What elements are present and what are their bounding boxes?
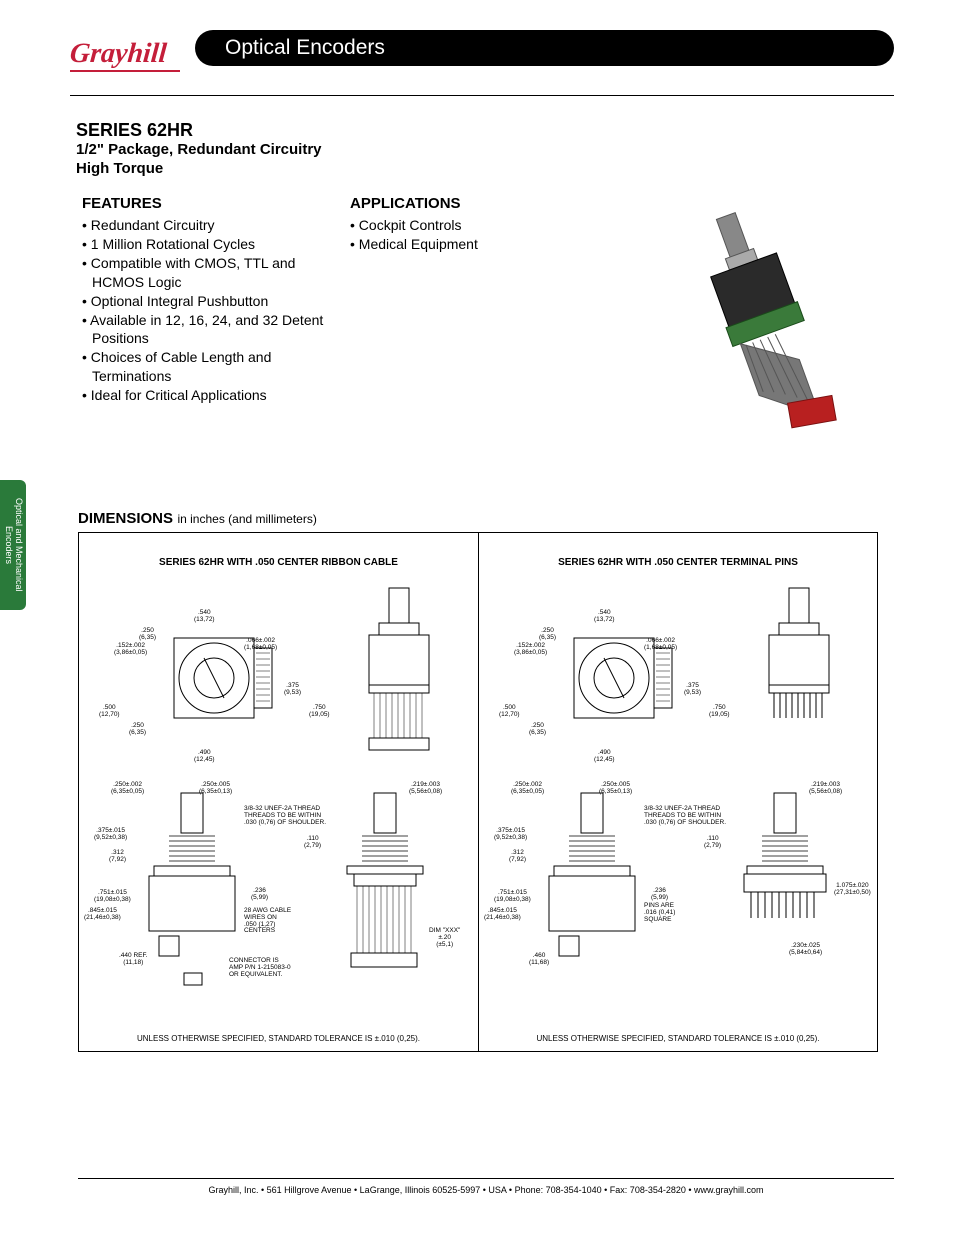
dim-label: .750(19,05) (709, 705, 730, 719)
dim-label: .440 REF.(11,18) (119, 953, 148, 967)
dim-label: .490(12,45) (194, 750, 215, 764)
dim-label: .066±.002(1,68±0,05) (244, 638, 277, 652)
dim-label: .375(9,53) (684, 683, 701, 697)
features-block: FEATURES Redundant Circuitry 1 Million R… (82, 195, 337, 405)
dim-label: .250±.005(6,35±0,13) (599, 782, 632, 796)
side-tab-line2: Encoders (4, 526, 14, 564)
applications-block: APPLICATIONS Cockpit Controls Medical Eq… (350, 195, 570, 254)
dim-label: 3/8-32 UNEF-2A THREADTHREADS TO BE WITHI… (644, 806, 726, 826)
dim-right-panel: SERIES 62HR WITH .050 CENTER TERMINAL PI… (478, 533, 877, 1051)
feature-item: Choices of Cable Length and Terminations (82, 348, 337, 384)
dim-label: .152±.002(3,86±0,05) (514, 643, 547, 657)
feature-item: Redundant Circuitry (82, 216, 337, 234)
series-subtitle-2: High Torque (76, 160, 426, 179)
dimensions-sub: in inches (and millimeters) (177, 512, 316, 526)
series-block: SERIES 62HR 1/2" Package, Redundant Circ… (76, 120, 426, 179)
brand-logo: Grayhill (69, 38, 168, 70)
feature-item: Optional Integral Pushbutton (82, 292, 337, 310)
feature-item: Ideal for Critical Applications (82, 386, 337, 404)
features-list: Redundant Circuitry 1 Million Rotational… (82, 216, 337, 404)
dim-label: 1.075±.020(27,31±0,50) (834, 883, 871, 897)
schematic-lower-right: .250±.002(6,35±0,05) .250±.005(6,35±0,13… (489, 778, 867, 1008)
dim-label: .250±.002(6,35±0,05) (111, 782, 144, 796)
dim-label: PINS ARE.016 (0,41)SQUARE (644, 903, 675, 923)
dim-label: .250(6,35) (539, 628, 556, 642)
dim-label: .219±.003(5,56±0,08) (809, 782, 842, 796)
dim-label: .845±.015(21,46±0,38) (484, 908, 521, 922)
dim-label: .751±.015(19,08±0,38) (94, 890, 131, 904)
footer: Grayhill, Inc. • 561 Hillgrove Avenue • … (78, 1178, 894, 1195)
category-header-bar: Optical Encoders (195, 30, 894, 66)
side-tab: Optical and Mechanical Encoders (0, 480, 26, 610)
dimensions-heading: DIMENSIONS (78, 510, 173, 527)
applications-heading: APPLICATIONS (350, 195, 570, 212)
dim-left-panel: SERIES 62HR WITH .050 CENTER RIBBON CABL… (79, 533, 478, 1051)
dim-label: .490(12,45) (594, 750, 615, 764)
feature-item: 1 Million Rotational Cycles (82, 235, 337, 253)
dim-label: .500(12,70) (499, 705, 520, 719)
dim-label: .219±.003(5,56±0,08) (409, 782, 442, 796)
dim-label: .152±.002(3,86±0,05) (114, 643, 147, 657)
header-divider (70, 95, 894, 96)
dim-label: CONNECTOR ISAMP P/N 1-215083-0OR EQUIVAL… (229, 958, 291, 978)
schematic-lower-left: .250±.002(6,35±0,05) .250±.005(6,35±0,13… (89, 778, 468, 1008)
product-image (630, 200, 890, 450)
dim-label: .460(11,68) (529, 953, 549, 967)
dim-label: .250(6,35) (529, 723, 546, 737)
series-subtitle-1: 1/2" Package, Redundant Circuitry (76, 141, 426, 160)
dim-label: .845±.015(21,46±0,38) (84, 908, 121, 922)
feature-item: Compatible with CMOS, TTL and HCMOS Logi… (82, 254, 337, 290)
dim-label: .750(19,05) (309, 705, 330, 719)
dim-label: 3/8-32 UNEF-2A THREADTHREADS TO BE WITHI… (244, 806, 326, 826)
application-item: Cockpit Controls (350, 216, 570, 234)
dim-label: .540(13,72) (594, 610, 615, 624)
dim-label: .236(5,99) (651, 888, 668, 902)
dim-label: .250±.005(6,35±0,13) (199, 782, 232, 796)
applications-list: Cockpit Controls Medical Equipment (350, 216, 570, 253)
dim-label: .250(6,35) (139, 628, 156, 642)
dim-label: .375±.015(9,52±0,38) (494, 828, 527, 842)
dim-label: .110(2,79) (704, 836, 721, 850)
dim-label: .236(5,99) (251, 888, 268, 902)
dim-label: .375(9,53) (284, 683, 301, 697)
dim-label: .312(7,92) (109, 850, 126, 864)
series-title: SERIES 62HR (76, 120, 426, 141)
dim-label: 28 AWG CABLEWIRES ON.050 (1,27)CENTERS (244, 908, 291, 935)
dim-label: .375±.015(9,52±0,38) (94, 828, 127, 842)
dim-label: DIM "XXX"±.20(±5,1) (429, 928, 460, 948)
dim-label: .751±.015(19,08±0,38) (494, 890, 531, 904)
side-tab-text: Optical and Mechanical Encoders (3, 498, 23, 592)
dimensions-title: DIMENSIONS in inches (and millimeters) (78, 510, 317, 528)
features-heading: FEATURES (82, 195, 337, 212)
dim-label: .066±.002(1,68±0,05) (644, 638, 677, 652)
schematic-upper-right: .540(13,72) .250(6,35) .152±.002(3,86±0,… (489, 578, 867, 778)
dim-label: .312(7,92) (509, 850, 526, 864)
tolerance-note-right: UNLESS OTHERWISE SPECIFIED, STANDARD TOL… (479, 1034, 877, 1043)
application-item: Medical Equipment (350, 235, 570, 253)
dim-label: .500(12,70) (99, 705, 120, 719)
dim-right-title: SERIES 62HR WITH .050 CENTER TERMINAL PI… (489, 557, 867, 568)
dim-label: .540(13,72) (194, 610, 215, 624)
schematic-upper-left: .540(13,72) .250(6,35) .152±.002(3,86±0,… (89, 578, 468, 778)
tolerance-note-left: UNLESS OTHERWISE SPECIFIED, STANDARD TOL… (79, 1034, 478, 1043)
feature-item: Available in 12, 16, 24, and 32 Detent P… (82, 311, 337, 347)
dim-left-title: SERIES 62HR WITH .050 CENTER RIBBON CABL… (89, 557, 468, 568)
dim-label: .110(2,79) (304, 836, 321, 850)
brand-logo-underline (70, 70, 180, 72)
footer-text: Grayhill, Inc. • 561 Hillgrove Avenue • … (208, 1185, 763, 1195)
side-tab-line1: Optical and Mechanical (14, 498, 24, 592)
dim-label: .230±.025(5,84±0,64) (789, 943, 822, 957)
dim-label: .250±.002(6,35±0,05) (511, 782, 544, 796)
dimensions-box: SERIES 62HR WITH .050 CENTER RIBBON CABL… (78, 532, 878, 1052)
dim-label: .250(6,35) (129, 723, 146, 737)
category-title: Optical Encoders (225, 36, 385, 60)
